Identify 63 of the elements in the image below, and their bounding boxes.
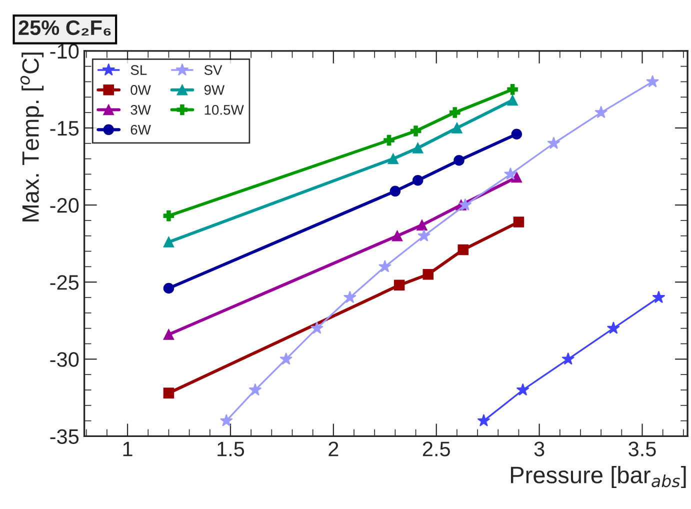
point <box>392 230 403 242</box>
x-tick-label: 1 <box>123 442 132 456</box>
point <box>378 260 392 272</box>
legend-label: SV <box>204 65 222 75</box>
point <box>511 172 522 183</box>
point <box>513 216 524 228</box>
chart-title: 25% C₂F₆ <box>18 20 111 36</box>
point <box>163 236 174 248</box>
point <box>163 329 174 340</box>
point <box>163 282 174 294</box>
point <box>504 167 517 180</box>
point <box>450 107 460 118</box>
point <box>646 74 660 88</box>
point <box>516 383 530 396</box>
x-tick-label: 2.5 <box>422 442 450 456</box>
y-tick-label: -15 <box>50 121 79 136</box>
x-tick-label: 3 <box>534 442 544 456</box>
point <box>458 198 472 211</box>
legend-label: 0W <box>130 85 151 95</box>
point <box>343 290 356 304</box>
point <box>410 126 422 136</box>
point <box>562 352 575 365</box>
y-tick-label: -35 <box>50 429 79 444</box>
y-tick-label: -20 <box>50 198 79 213</box>
point <box>384 134 394 146</box>
legend-label: 10.5W <box>204 104 244 115</box>
legend-label: 3W <box>130 104 151 115</box>
y-tick-label: -25 <box>50 275 79 290</box>
point <box>606 322 620 334</box>
x-tick-label: 3.5 <box>628 442 656 456</box>
point <box>248 383 262 396</box>
point <box>416 220 428 230</box>
point <box>547 136 560 149</box>
legend-label: SL <box>130 65 147 75</box>
point <box>422 269 434 280</box>
point <box>220 414 233 426</box>
point <box>394 280 405 291</box>
point <box>163 210 174 222</box>
point <box>507 84 518 95</box>
x-axis-title: Pressure [bar$_{abs}$] <box>510 466 686 488</box>
y-tick-label: -10 <box>50 44 79 59</box>
point <box>511 128 522 140</box>
point <box>454 154 464 166</box>
point <box>390 186 401 197</box>
x-tick-label: 2 <box>328 442 338 456</box>
legend-label: 9W <box>204 85 225 95</box>
point <box>388 153 399 164</box>
point <box>452 122 462 134</box>
point <box>458 244 469 256</box>
point <box>418 229 430 242</box>
point <box>280 352 293 365</box>
point <box>507 94 518 106</box>
point <box>594 106 608 118</box>
point <box>412 142 424 154</box>
point <box>477 414 490 426</box>
point <box>652 290 666 304</box>
point <box>310 322 324 334</box>
point <box>412 174 424 186</box>
x-tick-label: 1.5 <box>218 442 244 456</box>
legend-label: 6W <box>130 124 151 135</box>
y-axis-title: Max. Temp. [$^{o}$C] <box>20 52 44 222</box>
y-tick-label: -30 <box>50 352 79 367</box>
point <box>163 388 174 398</box>
